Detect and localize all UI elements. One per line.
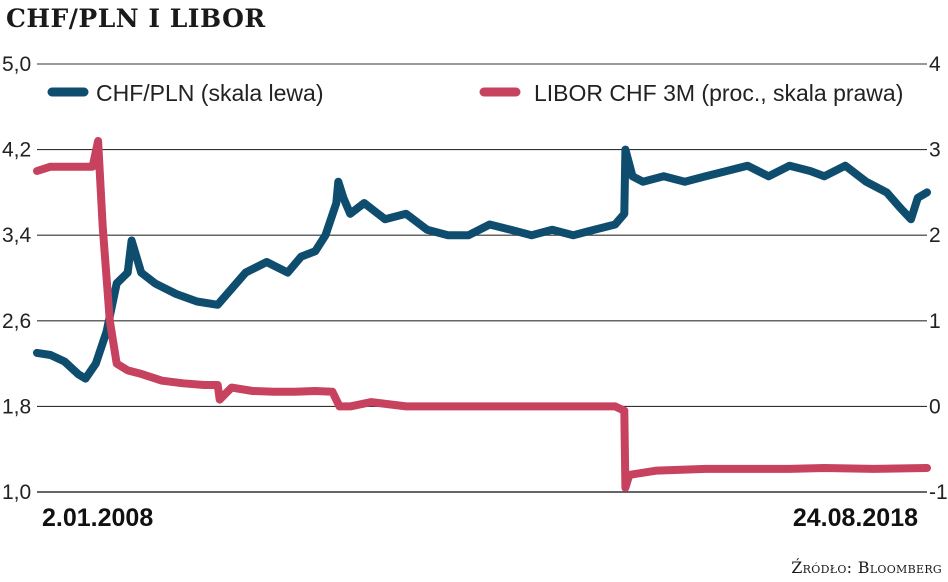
series-line-libor [33, 137, 931, 492]
grid [37, 63, 927, 493]
legend-label-chf-pln: CHF/PLN (skala lewa) [96, 80, 324, 106]
series-line-chf-pln [33, 145, 931, 383]
y-left-tick-label: 2,6 [2, 310, 31, 333]
legend: CHF/PLN (skala lewa) LIBOR CHF 3M (proc.… [47, 80, 903, 106]
tick-labels: 5,0 4 4,2 3 3,4 2 2,6 1 1,8 0 1,0 -1 [2, 53, 948, 504]
y-left-tick-label: 1,8 [2, 395, 31, 418]
legend-label-libor: LIBOR CHF 3M (proc., skala prawa) [534, 80, 903, 106]
y-left-tick-label: 1,0 [2, 481, 31, 504]
y-left-tick-label: 5,0 [2, 53, 31, 76]
chart-title: CHF/PLN I LIBOR [6, 4, 266, 33]
y-right-tick-label: -1 [929, 481, 948, 504]
y-right-tick-label: 1 [929, 310, 941, 333]
series-group [33, 137, 931, 492]
y-left-tick-label: 3,4 [2, 224, 32, 247]
x-start-label: 2.01.2008 [42, 504, 153, 532]
y-right-tick-label: 3 [929, 139, 941, 162]
y-right-tick-label: 0 [929, 395, 941, 418]
y-right-tick-label: 4 [929, 53, 941, 76]
y-left-tick-label: 4,2 [2, 139, 31, 162]
y-right-tick-label: 2 [929, 224, 941, 247]
x-end-label: 24.08.2018 [793, 504, 918, 532]
source-note: Źródło: Bloomberg [791, 558, 942, 577]
